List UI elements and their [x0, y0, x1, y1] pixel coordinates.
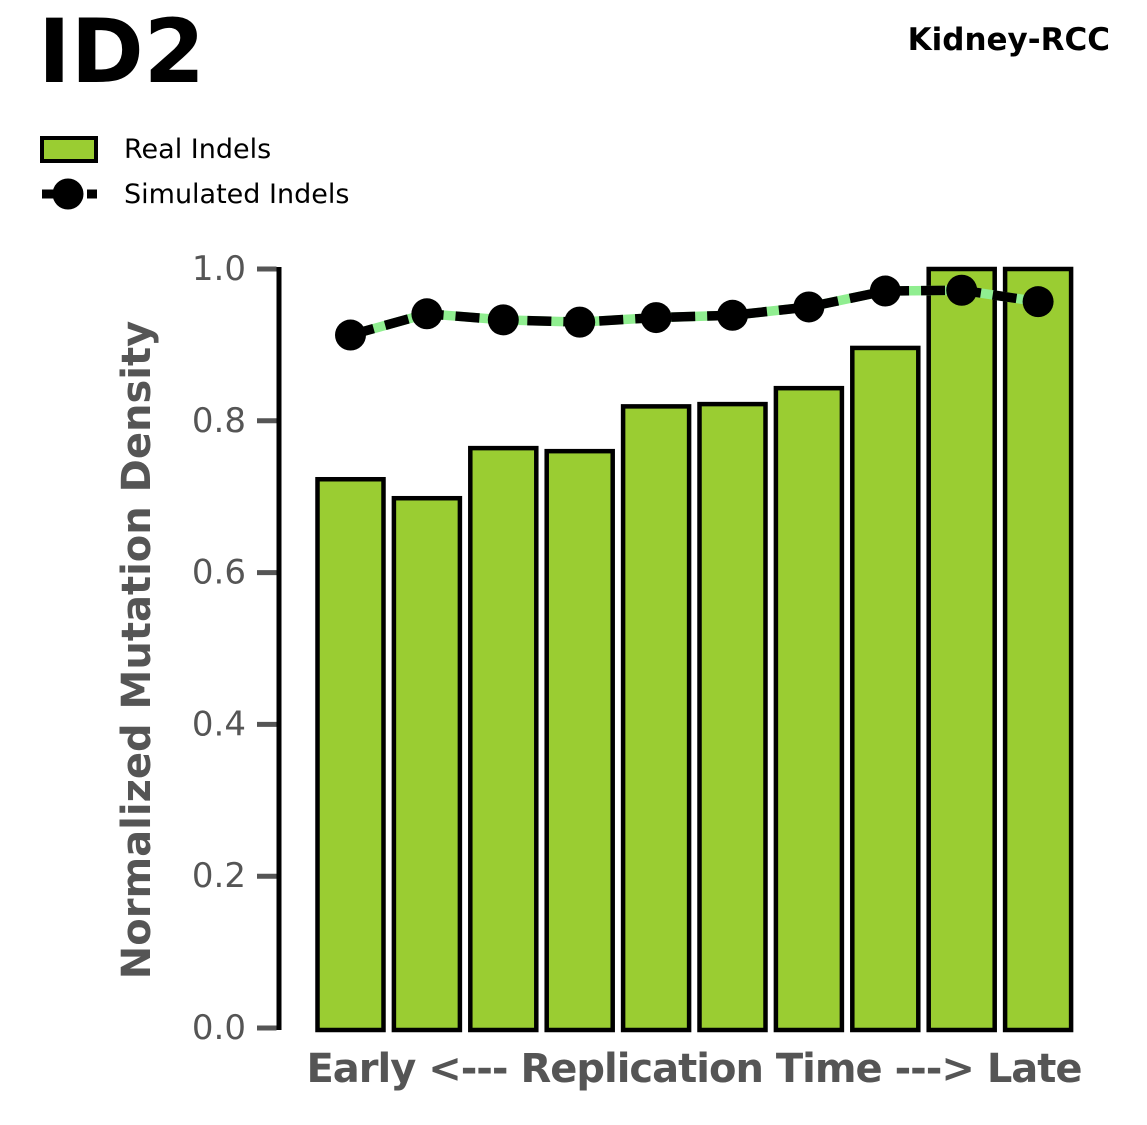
sim-marker [411, 298, 443, 330]
legend-swatch-cell [40, 135, 102, 163]
sim-marker [1022, 286, 1054, 318]
x-axis-label: Early <--- Replication Time ---> Late [306, 1046, 1082, 1092]
legend: Real Indels Simulated Indels [40, 129, 349, 219]
plot-title: ID2 [38, 0, 206, 103]
real-indels-bar [773, 385, 845, 1033]
legend-line-cell [40, 176, 102, 212]
sim-line [349, 285, 1039, 340]
sim-marker [564, 306, 596, 338]
sim-marker [793, 291, 825, 323]
y-tick-label: 0.8 [192, 401, 246, 441]
sim-marker [640, 302, 672, 334]
real-indels-bar [1002, 266, 1074, 1033]
sim-marker [946, 274, 978, 306]
legend-label: Simulated Indels [124, 178, 350, 210]
y-tick-label: 0.0 [192, 1008, 246, 1048]
real-indels-bar [620, 404, 692, 1033]
legend-item-simulated-indels: Simulated Indels [40, 174, 349, 214]
real-indels-bar [850, 345, 921, 1033]
real-indels-bar [391, 495, 463, 1033]
real-indels-bar [926, 266, 997, 1033]
y-tick-label: 0.6 [192, 553, 246, 593]
legend-label: Real Indels [124, 133, 272, 165]
real-indels-bar [315, 476, 386, 1033]
y-tick-label: 1.0 [192, 249, 246, 289]
real-indels-swatch-icon [40, 135, 98, 163]
y-tick-label: 0.2 [192, 856, 246, 896]
real-indels-bar [544, 448, 615, 1033]
real-indels-bar [697, 401, 768, 1033]
real-indels-bar [468, 445, 539, 1033]
cohort-label: Kidney-RCC [907, 22, 1110, 58]
legend-item-real-indels: Real Indels [40, 129, 349, 169]
sim-marker [869, 275, 901, 307]
sim-marker [487, 304, 519, 336]
simulated-indels-line-icon [42, 178, 97, 210]
sim-marker [717, 299, 748, 331]
y-tick-label: 0.4 [192, 704, 246, 744]
sim-marker [335, 319, 366, 351]
